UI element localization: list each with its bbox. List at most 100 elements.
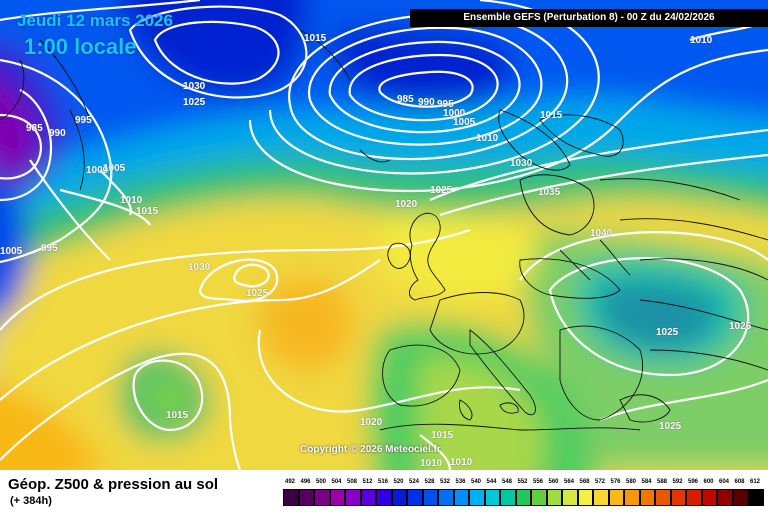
scale-color-swatch <box>345 489 361 506</box>
scale-tick-label: 584 <box>641 479 652 485</box>
isobar-contours <box>0 0 768 470</box>
isobar-label: 995 <box>41 243 58 254</box>
scale-color-swatch <box>376 489 392 506</box>
forecast-range: (+ 384h) <box>10 495 52 507</box>
footer: Géop. Z500 & pression au sol (+ 384h) 49… <box>0 470 768 512</box>
map-title: Géop. Z500 & pression au sol <box>8 476 219 493</box>
scale-tick-label: 492 <box>284 479 296 485</box>
scale-tick-label: 500 <box>315 479 327 485</box>
isobar-label: 1025 <box>656 327 679 338</box>
isobar-label: 995 <box>75 115 92 126</box>
scale-tick-label: 516 <box>377 479 389 485</box>
isobar-label: 1020 <box>395 199 418 210</box>
isobar-label: 1035 <box>538 187 561 198</box>
scale-color-swatch <box>639 489 655 506</box>
isobar-label: 985 <box>397 94 414 105</box>
isobar-label: 1010 <box>120 195 143 206</box>
isobar-label: 1010 <box>420 458 443 469</box>
scale-color-swatch <box>515 489 531 506</box>
scale-tick-label: 568 <box>579 479 590 485</box>
isobar-label: 1015 <box>540 110 563 121</box>
scale-color-swatch <box>391 489 407 506</box>
isobar-label: 1030 <box>183 81 206 92</box>
scale-tick-label: 528 <box>424 479 435 485</box>
scale-color-swatch <box>469 489 485 506</box>
isobar-label: 995 <box>437 99 454 110</box>
scale-color-swatch <box>624 489 640 506</box>
scale-color-swatch <box>670 489 686 506</box>
scale-color-swatch <box>298 489 314 506</box>
isobar-label: 1030 <box>510 158 533 169</box>
scale-color-swatch <box>748 489 764 506</box>
scale-tick-label: 612 <box>749 479 761 485</box>
scale-color-swatch <box>577 489 593 506</box>
geopotential-map-svg <box>0 0 768 470</box>
scale-tick-label: 544 <box>486 479 497 485</box>
scale-color-swatch <box>453 489 469 506</box>
forecast-time: 1:00 locale <box>24 34 137 59</box>
isobar-label: 1020 <box>360 417 383 428</box>
isobar-label: 1015 <box>136 206 159 217</box>
scale-color-swatch <box>329 489 345 506</box>
scale-tick-label: 560 <box>548 479 559 485</box>
isobar-label: 985 <box>26 123 43 134</box>
isobar-label: 1015 <box>304 33 327 44</box>
scale-color-swatch <box>717 489 733 506</box>
isobar-label: 1015 <box>431 430 454 441</box>
isobar-label: 1025 <box>183 97 206 108</box>
scale-tick-label: 556 <box>532 479 544 485</box>
isobar-label: 1025 <box>246 288 269 299</box>
color-scale-legend: 492 496 500 504 508 512 516 520 524 528 532 536 540 5… <box>282 478 764 508</box>
isobar-label: 990 <box>49 128 66 139</box>
scale-tick-label: 520 <box>393 479 404 485</box>
scale-tick-label: 536 <box>455 479 466 485</box>
scale-tick-label: 600 <box>703 479 714 485</box>
scale-tick-label: 532 <box>439 479 451 485</box>
scale-tick-label: 512 <box>362 479 373 485</box>
scale-color-swatch <box>422 489 438 506</box>
scale-color-swatch <box>484 489 500 506</box>
isobar-label: 1010 <box>690 35 713 46</box>
isobar-label: 1040 <box>590 228 613 239</box>
isobar-label: 1015 <box>166 410 189 421</box>
scale-color-swatch <box>546 489 562 506</box>
isobar-label: 1025 <box>729 321 752 332</box>
scale-color-swatch <box>407 489 423 506</box>
isobar-label: 1030 <box>188 262 211 273</box>
run-info-banner: Ensemble GEFS (Perturbation 8) - 00 Z du… <box>410 9 768 27</box>
scale-tick-label: 548 <box>501 479 513 485</box>
scale-color-swatch <box>531 489 547 506</box>
scale-tick-label: 576 <box>610 479 621 485</box>
isobar-label: 990 <box>418 97 435 108</box>
scale-color-swatch <box>562 489 578 506</box>
copyright: Copyright © 2026 Meteociel.fr <box>300 444 441 455</box>
scale-tick-label: 572 <box>594 479 606 485</box>
scale-tick-label: 604 <box>718 479 730 485</box>
scale-tick-label: 596 <box>687 479 699 485</box>
scale-tick-label: 508 <box>346 479 358 485</box>
scale-tick-label: 608 <box>734 479 745 485</box>
coastlines <box>0 29 768 431</box>
scale-tick-label: 588 <box>656 479 668 485</box>
isobar-label: 1010 <box>476 133 499 144</box>
scale-tick-label: 552 <box>517 479 528 485</box>
isobar-label: 1005 <box>0 246 23 257</box>
isobar-label: 1000 <box>443 108 466 119</box>
isobar-label: 1010 <box>450 457 473 468</box>
scale-color-swatch <box>732 489 748 506</box>
isobar-label: 1005 <box>103 163 126 174</box>
scale-tick-label: 592 <box>672 479 683 485</box>
scale-color-swatch <box>500 489 516 506</box>
scale-color-swatch <box>701 489 717 506</box>
forecast-date: Jeudi 12 mars 2026 <box>17 11 173 30</box>
scale-color-swatch <box>655 489 671 506</box>
isobar-label: 1000 <box>86 165 109 176</box>
scale-tick-label: 496 <box>300 479 311 485</box>
scale-tick-label: 564 <box>563 479 575 485</box>
scale-color-swatch <box>438 489 454 506</box>
scale-tick-label: 540 <box>470 479 482 485</box>
scale-tick-label: 580 <box>625 479 637 485</box>
scale-color-swatch <box>593 489 609 506</box>
weather-map <box>0 0 768 470</box>
scale-color-swatch <box>314 489 330 506</box>
